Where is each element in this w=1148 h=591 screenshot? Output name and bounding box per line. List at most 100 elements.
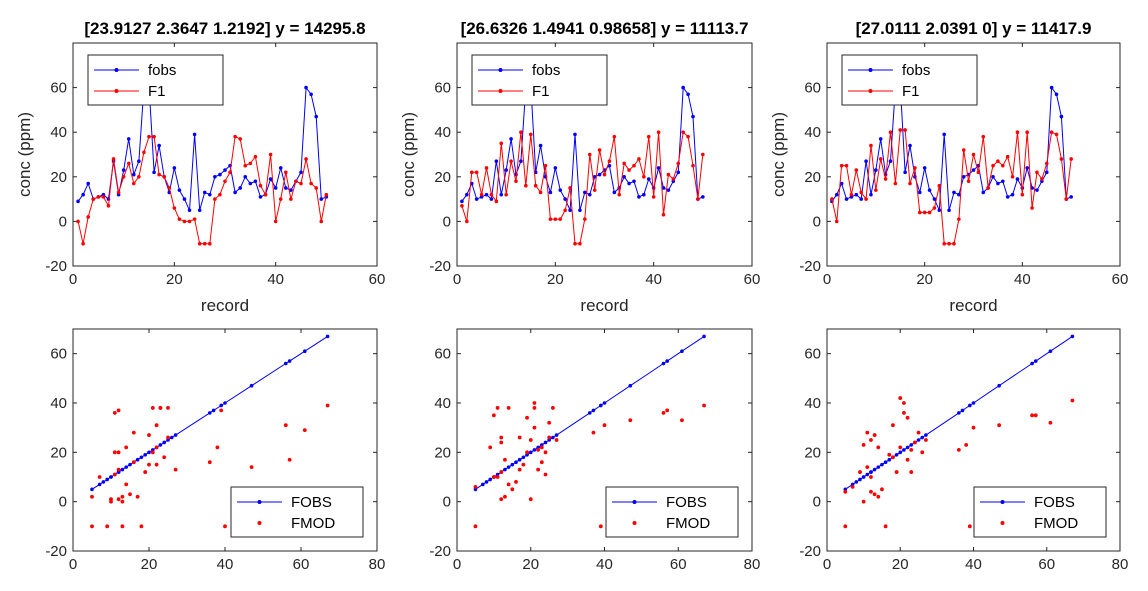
data-point-F1 — [966, 179, 971, 184]
data-point-F1 — [238, 137, 242, 141]
fmod-point — [120, 524, 125, 529]
fmod-point — [539, 445, 544, 450]
y-tick-label: 0 — [443, 494, 451, 511]
fmod-point — [116, 497, 121, 502]
x-tick-label: 80 — [369, 556, 386, 573]
fmod-point — [876, 494, 881, 499]
fmod-point — [902, 410, 906, 415]
fmod-point — [166, 435, 170, 440]
chart-title: [27.0111 2.0391 0] y = 11417.9 — [856, 19, 1092, 38]
fmod-point — [116, 467, 121, 472]
fmod-point — [547, 420, 552, 425]
data-point-F1 — [991, 163, 995, 168]
x-tick-label: 0 — [453, 556, 461, 573]
data-point-F1 — [1001, 163, 1005, 168]
data-point-F1 — [903, 128, 907, 132]
data-point-F1 — [666, 172, 671, 177]
data-point-F1 — [233, 134, 237, 139]
data-point-fobs — [927, 188, 932, 192]
legend-swatch-marker — [114, 89, 119, 93]
data-point-F1 — [469, 170, 474, 175]
fobs-point — [628, 383, 633, 388]
fobs-point — [488, 477, 492, 482]
data-point-F1 — [132, 181, 136, 186]
fobs-point — [303, 349, 307, 354]
fobs-point — [223, 401, 227, 405]
fmod-point — [971, 425, 976, 430]
fmod-point — [1048, 420, 1053, 425]
data-point-F1 — [1059, 157, 1064, 161]
fobs-point — [887, 457, 892, 462]
fmod-point — [861, 443, 866, 447]
fobs-point — [135, 457, 140, 462]
fmod-point — [543, 472, 548, 477]
data-point-F1 — [228, 170, 232, 175]
y-tick-label: 60 — [804, 80, 821, 97]
data-point-fobs — [908, 143, 912, 148]
fmod-point — [876, 445, 881, 450]
data-point-F1 — [583, 217, 587, 221]
data-point-F1 — [208, 241, 212, 246]
fmod-point — [1033, 413, 1038, 418]
x-axis-label: record — [949, 296, 997, 315]
fmod-point — [499, 435, 504, 440]
fmod-point — [598, 524, 603, 529]
data-point-F1 — [172, 206, 177, 210]
fmod-point — [539, 460, 544, 465]
fmod-point — [131, 430, 136, 435]
data-point-fobs — [573, 132, 577, 137]
fobs-point — [517, 457, 522, 462]
legend-label: F1 — [902, 83, 920, 100]
data-point-fobs — [223, 168, 227, 172]
data-point-F1 — [484, 166, 489, 170]
data-point-F1 — [152, 134, 156, 139]
data-point-fobs — [971, 168, 976, 172]
legend-box — [471, 54, 608, 106]
data-point-fobs — [937, 208, 942, 213]
fmod-point — [154, 445, 159, 450]
data-point-fobs — [637, 195, 641, 199]
fobs-point — [587, 411, 592, 415]
fmod-point — [503, 494, 507, 499]
fmod-point — [514, 480, 518, 484]
data-point-F1 — [957, 217, 961, 221]
fobs-point — [521, 455, 526, 460]
legend-label: fobs — [148, 62, 176, 79]
data-point-F1 — [898, 128, 903, 132]
data-point-fobs — [917, 190, 922, 195]
fobs-point — [861, 475, 866, 479]
data-point-F1 — [543, 163, 548, 168]
fobs-point — [909, 443, 914, 447]
fobs-point — [1070, 334, 1075, 339]
data-point-F1 — [701, 152, 705, 157]
data-point-F1 — [942, 241, 946, 246]
fmod-point — [880, 487, 884, 492]
data-point-F1 — [533, 183, 538, 188]
data-point-F1 — [691, 163, 695, 168]
data-point-F1 — [587, 152, 592, 157]
fmod-point — [503, 457, 507, 462]
data-point-F1 — [494, 199, 499, 204]
fobs-point — [128, 462, 132, 467]
data-point-fobs — [583, 190, 587, 195]
data-point-fobs — [632, 179, 636, 184]
fmod-point — [521, 462, 526, 467]
data-point-F1 — [116, 190, 121, 195]
fobs-point — [1048, 349, 1053, 354]
data-point-fobs — [844, 197, 849, 201]
fmod-point — [869, 489, 873, 494]
y-tick-label: 40 — [804, 124, 821, 141]
data-point-F1 — [627, 168, 631, 172]
y-tick-label: -20 — [45, 258, 67, 275]
fmod-point — [506, 482, 511, 487]
legend-label: F1 — [532, 83, 550, 100]
data-point-F1 — [111, 157, 116, 161]
data-point-F1 — [314, 186, 319, 190]
data-point-F1 — [859, 190, 863, 195]
data-point-fobs — [121, 168, 126, 172]
fobs-point — [528, 450, 533, 455]
data-point-F1 — [162, 175, 166, 179]
x-tick-label: 20 — [141, 556, 158, 573]
y-tick-label: 0 — [59, 213, 67, 230]
